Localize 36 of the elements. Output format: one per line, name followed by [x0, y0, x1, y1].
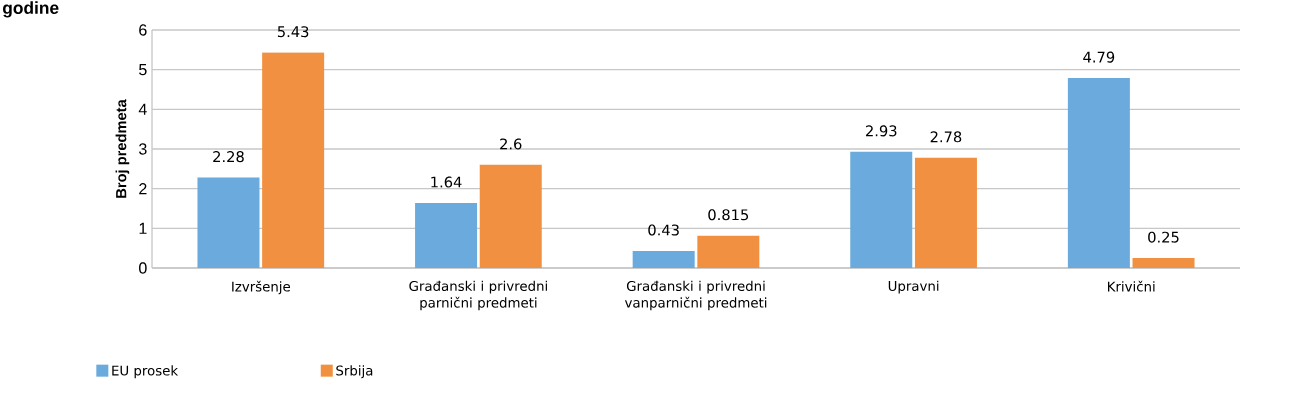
- legend-label: EU prosek: [112, 365, 179, 379]
- data-label: 0.43: [648, 224, 679, 236]
- bar: [697, 235, 760, 268]
- y-tick-label: 0: [139, 262, 147, 274]
- y-tick-label: 2: [139, 183, 147, 195]
- bar: [479, 164, 542, 268]
- y-axis-title: Broj predmeta: [115, 99, 130, 198]
- data-label: 2.6: [500, 138, 522, 150]
- data-label: 2.78: [930, 131, 962, 143]
- x-tick-label: Izvršenje: [232, 280, 291, 295]
- data-label: 4.79: [1083, 51, 1115, 63]
- x-tick-label: Upravni: [888, 280, 939, 294]
- bar: [632, 250, 695, 268]
- x-tick-label: Krivični: [1108, 280, 1155, 292]
- y-tick-label: 1: [139, 222, 147, 234]
- data-label: 0.815: [708, 209, 749, 221]
- data-label: 5.43: [277, 26, 309, 38]
- bar: [415, 202, 478, 268]
- data-label: 0.25: [1148, 231, 1179, 243]
- y-tick-label: 3: [139, 143, 147, 155]
- x-tick-label: Građanski i privredni parnični predmeti: [409, 280, 547, 311]
- data-label: 2.28: [213, 151, 244, 163]
- data-label: 1.64: [431, 176, 462, 188]
- legend-label: Srbija: [336, 365, 373, 379]
- bar: [914, 157, 977, 268]
- bar: [262, 52, 325, 268]
- bar: [850, 151, 913, 268]
- x-tick-label: Građanski i privredni vanparnični predmeti: [624, 280, 767, 311]
- bar: [197, 177, 260, 268]
- y-tick-label: 6: [139, 24, 147, 36]
- bar: [1132, 258, 1195, 268]
- chart-title: godine: [2, 1, 59, 18]
- y-tick-label: 4: [138, 103, 147, 115]
- y-tick-label: 5: [139, 64, 147, 76]
- data-label: 2.93: [866, 125, 897, 137]
- bar: [1067, 78, 1130, 268]
